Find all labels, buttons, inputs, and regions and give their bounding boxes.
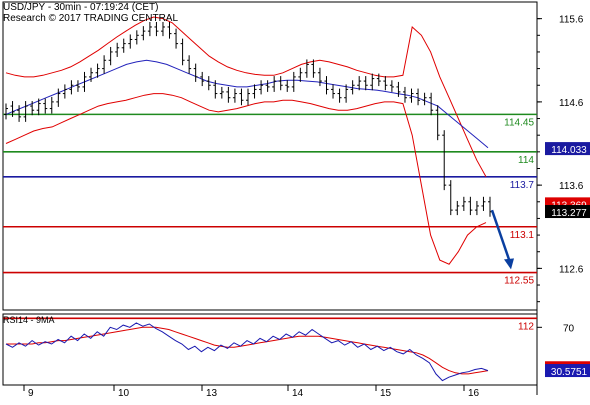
bollinger-upper-line: [5, 16, 487, 178]
price-tag-bg: [545, 142, 590, 156]
forecast-arrow-shaft: [490, 209, 512, 263]
moving-average-line: [5, 59, 489, 149]
bollinger-lower-line: [5, 93, 487, 265]
level-label: 112.55: [504, 276, 534, 287]
price-tag: 114.033: [551, 145, 587, 156]
level-label: 114: [518, 155, 534, 166]
level-label: 114.45: [504, 117, 534, 128]
price-tag-bg: [545, 205, 590, 219]
chart-title: USD/JPY - 30min - 07:19:24 (CET): [3, 2, 159, 13]
rsi-axis-tick-label: 70: [563, 323, 575, 334]
price-axis-tick-label: 114.6: [559, 98, 584, 109]
price-axis-tick-label: 113.6: [559, 181, 584, 192]
price-axis-tick-label: 115.6: [559, 15, 584, 26]
time-axis-day-label: 15: [380, 388, 392, 399]
level-label: 112: [518, 321, 534, 332]
time-axis-day-label: 14: [292, 388, 304, 399]
rsi-tag: 30.5751: [551, 367, 588, 378]
level-label: 113.1: [510, 230, 535, 241]
time-axis-day-label: 13: [206, 388, 218, 399]
rsi-line: [5, 322, 489, 382]
forecast-arrow-head: [504, 258, 514, 270]
time-axis-day-label: 10: [118, 388, 130, 399]
time-axis-day-label: 9: [28, 388, 34, 399]
price-axis-tick-label: 112.6: [559, 264, 584, 275]
level-label: 113.7: [510, 180, 535, 191]
main-plot-frame: [2, 1, 538, 311]
chart-subtitle: Research © 2017 TRADING CENTRAL: [3, 13, 179, 24]
rsi-ma-line: [6, 326, 489, 375]
rsi-title: RSI14 - 9MA: [3, 315, 55, 325]
time-axis-day-label: 16: [468, 388, 480, 399]
price-tag: 113.277: [551, 208, 587, 219]
rsi-tag-bg: [545, 364, 590, 378]
